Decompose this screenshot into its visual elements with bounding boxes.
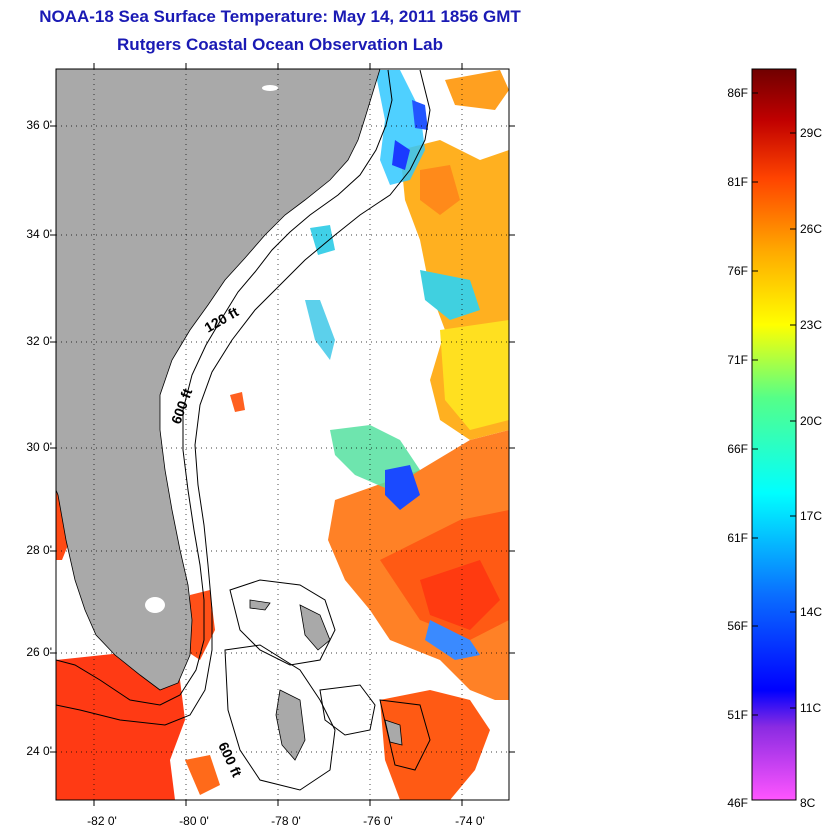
colorbar-label-76f: 76F — [727, 264, 748, 278]
colorbar — [751, 68, 797, 801]
lon-label-74: -74 0' — [455, 814, 485, 828]
graticule — [56, 69, 509, 800]
colorbar-label-86f: 86F — [727, 86, 748, 100]
colorbar-label-29c: 29C — [800, 126, 823, 140]
lat-label-28: 28 0' — [26, 543, 52, 557]
lon-label-76: -76 0' — [363, 814, 393, 828]
colorbar-label-61f: 61F — [727, 531, 748, 545]
lon-label-82: -82 0' — [87, 814, 117, 828]
map-ticks — [50, 63, 515, 806]
colorbar-label-26c: 26C — [800, 222, 823, 236]
colorbar-label-71f: 71F — [727, 353, 748, 367]
colorbar-label-17c: 17C — [800, 509, 823, 523]
colorbar-label-46f: 46F — [727, 796, 748, 810]
isobath-contours — [56, 69, 431, 791]
colorbar-label-56f: 56F — [727, 619, 748, 633]
colorbar-ticks — [752, 92, 796, 716]
lat-label-34: 34 0' — [26, 227, 52, 241]
colorbar-label-14c: 14C — [800, 605, 823, 619]
lat-label-26: 26 0' — [26, 645, 52, 659]
map-title: NOAA-18 Sea Surface Temperature: May 14,… — [39, 7, 521, 26]
colorbar-label-66f: 66F — [727, 442, 748, 456]
map-plot-area: 120 ft 600 ft 600 ft — [56, 69, 509, 800]
lat-label-24: 24 0' — [26, 744, 52, 758]
lon-label-78: -78 0' — [271, 814, 301, 828]
colorbar-label-20c: 20C — [800, 414, 823, 428]
colorbar-label-51f: 51F — [727, 708, 748, 722]
lon-label-80: -80 0' — [179, 814, 209, 828]
colorbar-label-81f: 81F — [727, 175, 748, 189]
colorbar-label-8c: 8C — [800, 796, 816, 810]
lat-label-36: 36 0' — [26, 118, 52, 132]
lat-label-32: 32 0' — [26, 334, 52, 348]
sst-data-layer — [56, 70, 509, 800]
colorbar-label-11c: 11C — [800, 701, 822, 715]
map-frame — [55, 68, 510, 801]
land-layer — [56, 69, 403, 761]
map-subtitle: Rutgers Coastal Ocean Observation Lab — [117, 35, 443, 54]
lat-label-30: 30 0' — [26, 440, 52, 454]
colorbar-label-23c: 23C — [800, 318, 823, 332]
